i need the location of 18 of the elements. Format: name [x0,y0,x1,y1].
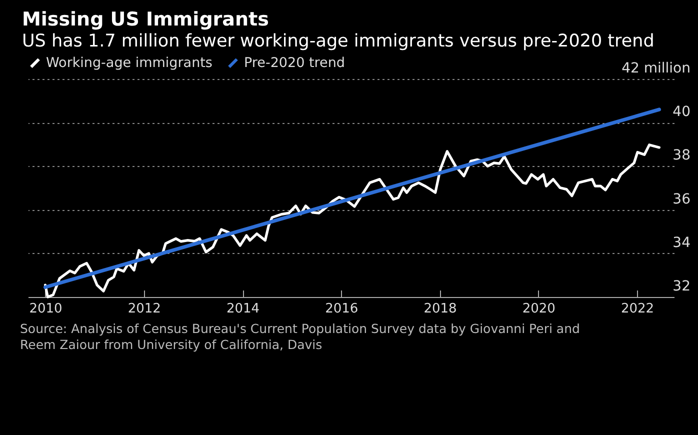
legend-label: Working-age immigrants [46,55,212,72]
x-tick-label: 2018 [424,302,457,316]
chart-subtitle: US has 1.7 million fewer working-age immigrants versus pre-2020 trend [22,32,654,52]
y-tick-label: 40 [672,104,690,120]
x-tick-label: 2012 [128,302,161,316]
chart-title: Missing US Immigrants [22,8,269,30]
y-tick-label: 38 [672,148,690,164]
x-tick-label: 2014 [226,302,260,316]
y-tick-label: 42 million [622,60,690,76]
source-note: Source: Analysis of Census Bureau's Current Population Survey data by Giovanni Peri and Reem Zaiour from University of California, Davis [20,321,580,353]
x-tick-label: 2022 [620,302,654,316]
y-tick-label: 32 [672,278,690,294]
x-tick-label: 2010 [29,302,62,316]
y-tick-label: 36 [672,191,691,208]
y-tick-label: 34 [672,234,691,251]
x-tick-label: 2020 [522,302,556,316]
x-tick-label: 2016 [325,302,358,316]
legend-label: Pre-2020 trend [244,55,345,72]
